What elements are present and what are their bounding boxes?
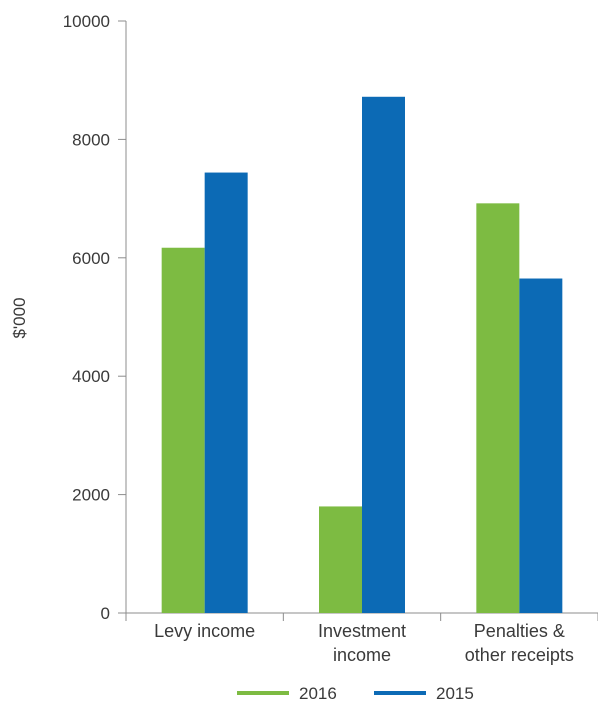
y-tick-label: 2000 — [72, 486, 110, 505]
bar-2015-1 — [362, 96, 405, 613]
bar-2016-1 — [319, 506, 362, 613]
bars — [161, 96, 563, 613]
category-label: other receipts — [465, 645, 574, 665]
category-label: Penalties & — [474, 621, 565, 641]
y-axis-title: $'000 — [10, 297, 29, 338]
category-label: Levy income — [154, 621, 255, 641]
bar-2016-2 — [476, 203, 520, 613]
category-label: Investment — [318, 621, 406, 641]
bar-2016-0 — [161, 247, 205, 613]
y-tick-label: 8000 — [72, 130, 110, 149]
bar-2015-0 — [204, 172, 248, 613]
x-axis: Levy income Investment income Penalties & ot… — [125, 612, 598, 665]
y-tick-label: 0 — [101, 604, 110, 623]
legend-label-2016: 2016 — [299, 684, 337, 703]
y-tick-label: 6000 — [72, 249, 110, 268]
legend-label-2015: 2015 — [436, 684, 474, 703]
y-axis: 0 2000 4000 6000 8000 10000 $'000 — [10, 12, 127, 623]
legend: 2016 2015 — [237, 684, 474, 703]
y-tick-label: 10000 — [63, 12, 110, 31]
y-tick-label: 4000 — [72, 367, 110, 386]
bar-2015-2 — [519, 278, 563, 613]
category-label: income — [333, 645, 391, 665]
